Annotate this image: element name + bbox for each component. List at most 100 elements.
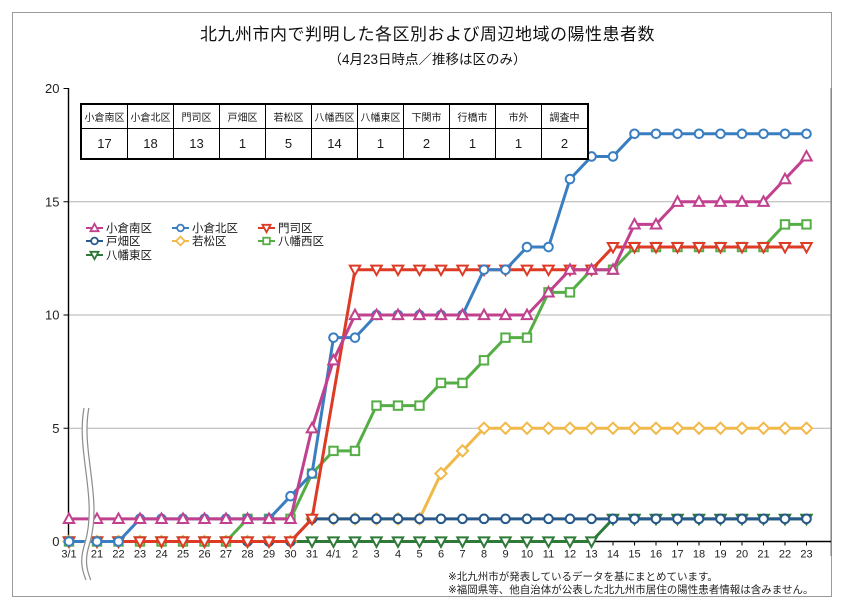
x-tick-label: 22 — [779, 549, 791, 561]
table-header-cell: 若松区 — [265, 103, 312, 129]
chart-legend: 小倉南区 小倉北区 門司区戸畑区 若松区 八幡西区八幡東区 — [86, 221, 344, 262]
x-tick-label: 28 — [241, 549, 253, 561]
x-tick-label: 13 — [585, 549, 597, 561]
table-value-cell: 1 — [357, 128, 404, 160]
x-tick-label: 26 — [198, 549, 210, 561]
x-tick-label: 5 — [416, 549, 422, 561]
x-tick-label: 21 — [91, 549, 103, 561]
x-tick-label: 8 — [481, 549, 487, 561]
table-value-cell: 1 — [495, 128, 542, 160]
legend-item: 八幡東区 — [86, 247, 172, 263]
x-tick-label: 15 — [628, 549, 640, 561]
legend-marker-icon — [86, 237, 103, 246]
table-value-cell: 5 — [265, 128, 312, 160]
footnote-line: ※北九州市が発表しているデータを基にまとめています。 — [448, 571, 718, 583]
legend-marker-icon — [172, 235, 189, 247]
x-tick-label: 18 — [693, 549, 705, 561]
series-門司区 — [62, 241, 814, 549]
table-value-cell: 14 — [311, 128, 358, 160]
legend-item: 若松区 — [172, 233, 258, 249]
legend-item: 戸畑区 — [86, 233, 172, 249]
x-tick-label: 25 — [177, 549, 189, 561]
table-value-cell: 2 — [541, 128, 589, 160]
table-header-cell: 八幡西区 — [311, 103, 358, 129]
table-header-cell: 下関市 — [403, 103, 450, 129]
x-tick-label: 16 — [650, 549, 662, 561]
legend-item: 八幡西区 — [258, 233, 344, 249]
series-line — [69, 245, 807, 543]
x-tick-label: 14 — [607, 549, 619, 561]
x-tick-label: 29 — [263, 549, 275, 561]
legend-item: 門司区 — [258, 220, 344, 236]
x-tick-label: 24 — [155, 549, 167, 561]
table-header-cell: 小倉北区 — [127, 103, 174, 129]
series-line — [69, 155, 808, 521]
axis-break-mark — [81, 407, 90, 581]
table-header-cell: 市外 — [495, 103, 542, 129]
legend-marker-icon — [258, 237, 275, 246]
x-tick-label: 9 — [502, 549, 508, 561]
x-tick-label: 7 — [459, 549, 465, 561]
axis-break-mask — [81, 407, 95, 582]
table-header-cell: 小倉南区 — [80, 103, 128, 129]
x-tick-label: 4/1 — [326, 549, 341, 561]
table-value-cell: 2 — [403, 128, 450, 160]
x-tick-label: 31 — [306, 549, 318, 561]
legend-item: 小倉北区 — [172, 220, 258, 236]
legend-label: 八幡西区 — [278, 236, 324, 249]
x-tick-label: 30 — [284, 549, 296, 561]
table-value-cell: 18 — [127, 128, 174, 160]
legend-item: 小倉南区 — [86, 220, 172, 236]
x-tick-label: 27 — [220, 549, 232, 561]
table-value-cell: 17 — [80, 128, 128, 160]
summary-table: 小倉南区 小倉北区 門司区 戸畑区 若松区 八幡西区 八幡東区 下関市 行橋市 市外 調査中 17 18… — [80, 103, 589, 160]
table-header-cell: 八幡東区 — [357, 103, 404, 129]
y-tick-label: 10 — [45, 308, 59, 323]
table-value-cell: 13 — [173, 128, 220, 160]
x-tick-label: 3/1 — [61, 549, 76, 561]
x-tick-label: 21 — [757, 549, 769, 561]
x-tick-label: 23 — [134, 549, 146, 561]
legend-label: 八幡東区 — [106, 249, 152, 262]
table-value-cell: 1 — [449, 128, 496, 160]
title-block: 北九州市内で判明した各区別および周辺地域の陽性患者数 （4月23日時点／推移は区… — [0, 20, 855, 68]
x-tick-label: 22 — [112, 549, 124, 561]
y-tick-label: 0 — [52, 534, 59, 549]
y-tick-label: 15 — [45, 194, 59, 209]
footnote-line: ※福岡県等、他自治体が公表した北九州市居住の陽性患者情報は含みません。 — [448, 583, 814, 596]
legend-label: 若松区 — [192, 236, 227, 249]
chart-title: 北九州市内で判明した各区別および周辺地域の陽性患者数 — [200, 25, 655, 44]
legend-marker-icon — [172, 223, 189, 232]
table-header-cell: 調査中 — [541, 103, 589, 129]
x-tick-label: 2 — [352, 549, 358, 561]
chart-subtitle: （4月23日時点／推移は区のみ） — [328, 52, 527, 67]
table-header-cell: 門司区 — [173, 103, 220, 129]
x-tick-label: 17 — [671, 549, 683, 561]
y-tick-label: 20 — [45, 81, 59, 96]
table-header-cell: 戸畑区 — [219, 103, 266, 129]
legend-label: 小倉北区 — [192, 222, 238, 235]
table-value-cell: 1 — [219, 128, 266, 160]
x-tick-label: 19 — [714, 549, 726, 561]
x-tick-label: 12 — [564, 549, 576, 561]
x-tick-label: 10 — [521, 549, 533, 561]
legend-label: 門司区 — [278, 222, 313, 235]
x-tick-label: 23 — [800, 549, 812, 561]
legend-marker-icon — [86, 250, 103, 261]
series-若松区 — [61, 421, 814, 549]
x-tick-label: 11 — [543, 549, 554, 561]
x-tick-label: 3 — [373, 549, 379, 561]
legend-label: 小倉南区 — [106, 222, 152, 235]
series-小倉南区 — [62, 148, 814, 524]
y-tick-label: 5 — [52, 421, 59, 436]
footnotes: ※北九州市が発表しているデータを基にまとめています。 ※福岡県等、他自治体が公表… — [448, 571, 813, 597]
legend-label: 戸畑区 — [106, 236, 141, 249]
x-tick-label: 20 — [736, 549, 748, 561]
axis-break-mark — [85, 407, 95, 581]
table-header-cell: 行橋市 — [449, 103, 496, 129]
x-tick-label: 6 — [438, 549, 444, 561]
legend-marker-icon — [258, 223, 275, 234]
legend-marker-icon — [86, 221, 103, 232]
